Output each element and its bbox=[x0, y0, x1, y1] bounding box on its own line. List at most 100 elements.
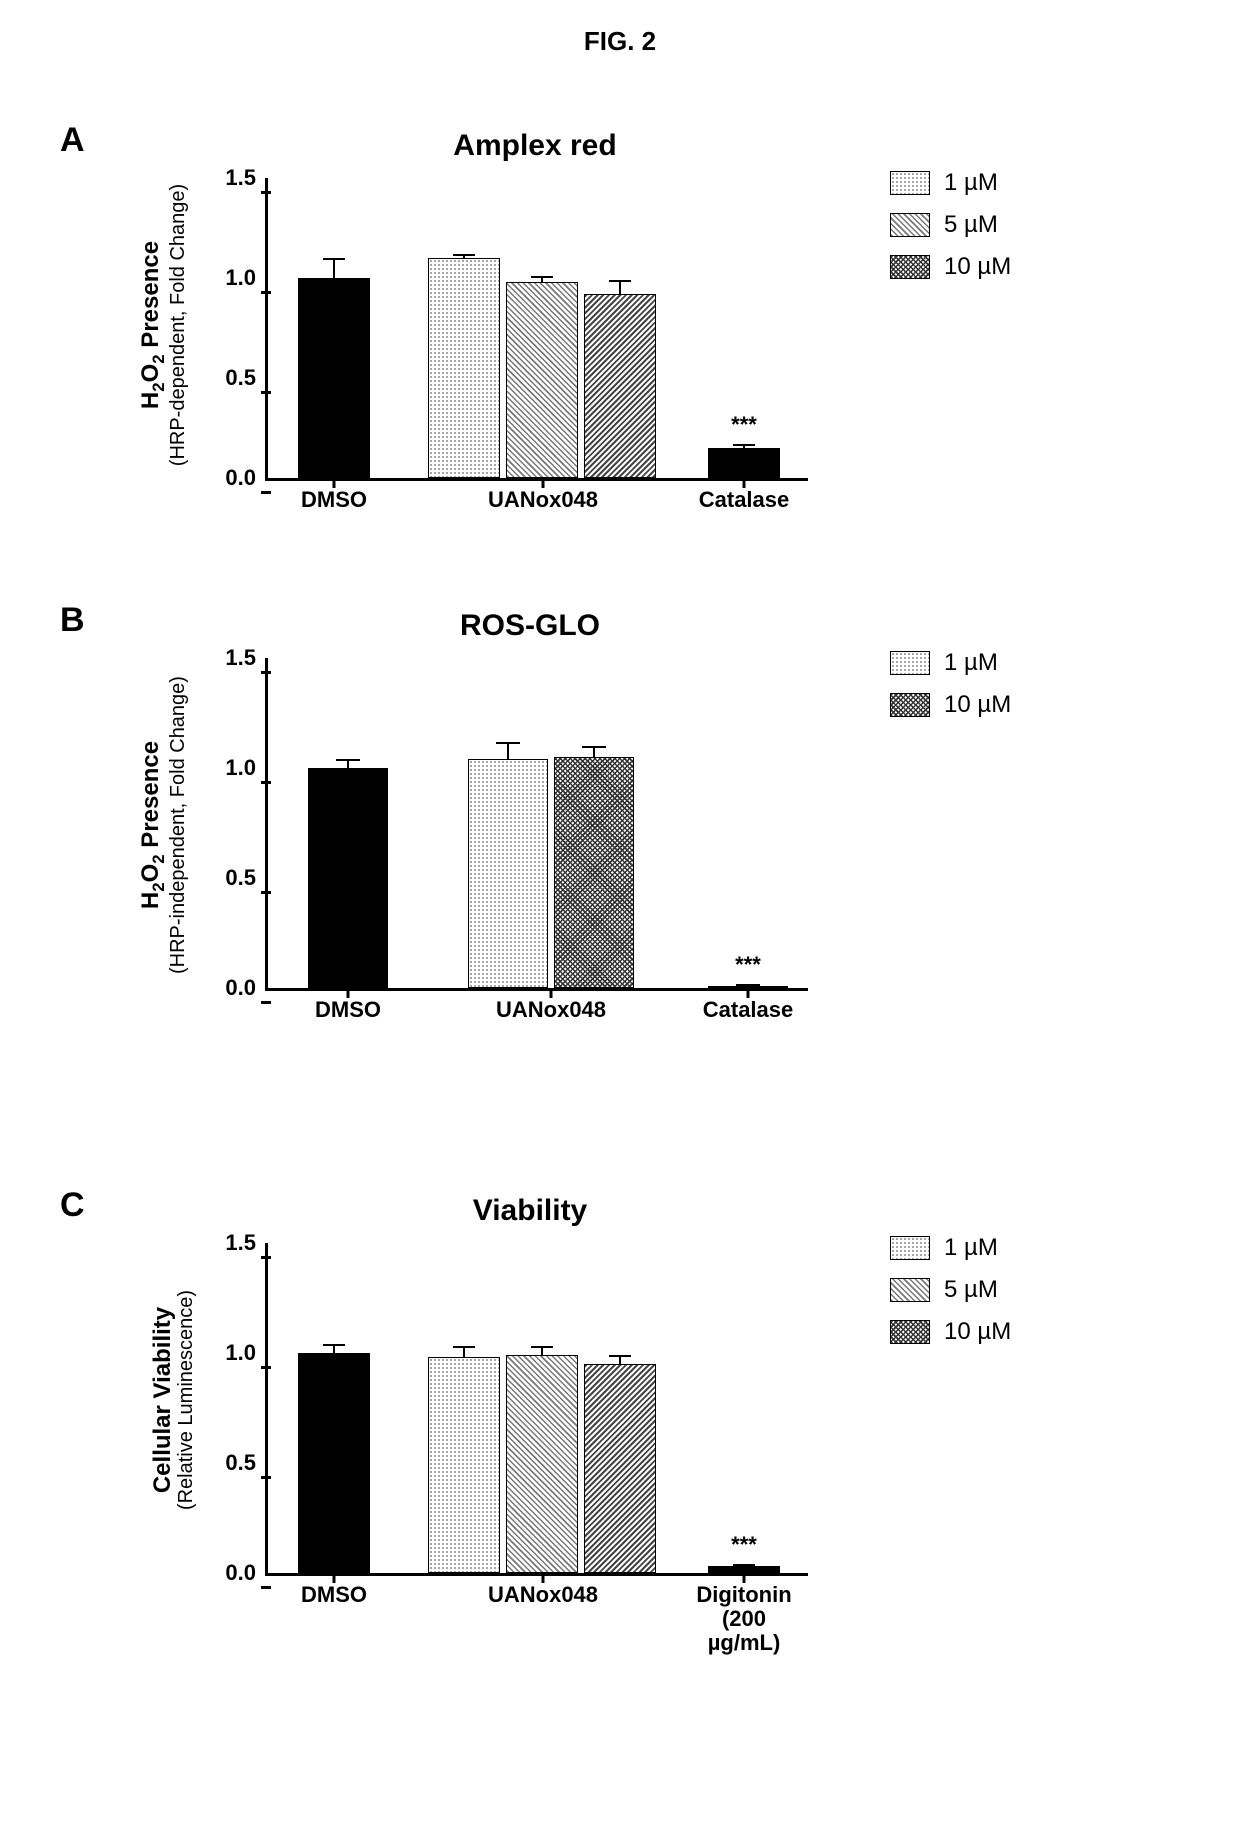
legend-label: 10 µM bbox=[944, 253, 1011, 281]
ytick-label: 1.0 bbox=[225, 265, 256, 291]
legend-swatch bbox=[890, 693, 930, 717]
error-bar bbox=[333, 259, 335, 279]
error-cap bbox=[582, 746, 606, 748]
bar bbox=[308, 768, 388, 988]
significance-marker: *** bbox=[731, 1532, 757, 1558]
legend-item: 1 µM bbox=[890, 169, 1011, 197]
ylabel-sub-a: (HRP-dependent, Fold Change) bbox=[167, 175, 189, 475]
ylabel-sub-c: (Relative Luminescence) bbox=[175, 1240, 197, 1560]
error-cap bbox=[336, 759, 360, 761]
ytick: 0.5 bbox=[237, 1463, 268, 1489]
error-cap bbox=[496, 742, 520, 744]
ytick-label: 0.0 bbox=[225, 465, 256, 491]
legend-swatch bbox=[890, 651, 930, 675]
panel-b: B ROS-GLO H2O2 Presence (HRP-independent… bbox=[120, 595, 1140, 1095]
legend-label: 5 µM bbox=[944, 1276, 998, 1304]
panel-letter-b: B bbox=[60, 601, 85, 640]
legend-b: 1 µM 10 µM bbox=[890, 649, 1011, 733]
ytick-label: 1.0 bbox=[225, 1340, 256, 1366]
error-cap bbox=[733, 1564, 755, 1566]
ytick-label: 0.0 bbox=[225, 975, 256, 1001]
chart-title-b: ROS-GLO bbox=[320, 609, 740, 643]
error-cap bbox=[736, 984, 760, 986]
ytick: 1.0 bbox=[237, 278, 268, 304]
plot-area-a: 0.00.51.01.5***DMSOUANox048Catalase bbox=[265, 178, 808, 481]
ytick: 0.0 bbox=[237, 988, 268, 1014]
significance-marker: *** bbox=[735, 952, 761, 978]
plot-area-c: 0.00.51.01.5***DMSOUANox048Digitonin(200… bbox=[265, 1243, 808, 1576]
legend-item: 1 µM bbox=[890, 1234, 1011, 1262]
bar bbox=[298, 1353, 370, 1573]
ytick-label: 0.5 bbox=[225, 865, 256, 891]
bar bbox=[584, 294, 656, 478]
legend-label: 5 µM bbox=[944, 211, 998, 239]
panel-c: C Viability Cellular Viability (Relative… bbox=[120, 1180, 1140, 1680]
bar bbox=[428, 1357, 500, 1573]
legend-label: 10 µM bbox=[944, 1318, 1011, 1346]
figure-label: FIG. 2 bbox=[0, 26, 1240, 57]
ytick: 0.0 bbox=[237, 478, 268, 504]
error-cap bbox=[609, 280, 631, 282]
xlabel: DMSO bbox=[301, 488, 367, 512]
legend-c: 1 µM 5 µM 10 µM bbox=[890, 1234, 1011, 1360]
panel-letter-c: C bbox=[60, 1186, 85, 1225]
legend-item: 5 µM bbox=[890, 211, 1011, 239]
chart-title-c: Viability bbox=[350, 1194, 710, 1228]
error-cap bbox=[733, 444, 755, 446]
xlabel: Catalase bbox=[703, 998, 794, 1022]
bar bbox=[468, 759, 548, 988]
ylabel-main-b: H2O2 Presence bbox=[138, 645, 167, 1005]
error-cap bbox=[531, 276, 553, 278]
legend-item: 10 µM bbox=[890, 1318, 1011, 1346]
error-cap bbox=[453, 254, 475, 256]
legend-label: 1 µM bbox=[944, 649, 998, 677]
legend-swatch bbox=[890, 255, 930, 279]
ytick: 1.5 bbox=[237, 658, 268, 684]
ytick: 1.5 bbox=[237, 178, 268, 204]
ylabel-main-c: Cellular Viability bbox=[150, 1240, 175, 1560]
legend-swatch bbox=[890, 213, 930, 237]
ytick: 0.0 bbox=[237, 1573, 268, 1599]
legend-a: 1 µM 5 µM 10 µM bbox=[890, 169, 1011, 295]
bar bbox=[298, 278, 370, 478]
ytick: 0.5 bbox=[237, 878, 268, 904]
error-cap bbox=[323, 1344, 345, 1346]
bar bbox=[584, 1364, 656, 1573]
bar bbox=[708, 1566, 780, 1573]
ylabel-sub-b: (HRP-independent, Fold Change) bbox=[167, 645, 189, 1005]
panel-a: A Amplex red H2O2 Presence (HRP-dependen… bbox=[120, 115, 1140, 555]
error-bar bbox=[593, 747, 595, 758]
error-bar bbox=[541, 1347, 543, 1356]
ytick-label: 0.5 bbox=[225, 365, 256, 391]
error-bar bbox=[347, 760, 349, 769]
error-bar bbox=[333, 1345, 335, 1354]
legend-label: 1 µM bbox=[944, 1234, 998, 1262]
legend-swatch bbox=[890, 1320, 930, 1344]
error-cap bbox=[453, 1346, 475, 1348]
panel-letter-a: A bbox=[60, 121, 85, 160]
ytick: 0.5 bbox=[237, 378, 268, 404]
legend-item: 10 µM bbox=[890, 691, 1011, 719]
error-bar bbox=[619, 1356, 621, 1365]
bar bbox=[554, 757, 634, 988]
xlabel: UANox048 bbox=[496, 998, 606, 1022]
legend-item: 1 µM bbox=[890, 649, 1011, 677]
bar bbox=[708, 448, 780, 478]
significance-marker: *** bbox=[731, 412, 757, 438]
legend-swatch bbox=[890, 1278, 930, 1302]
bar bbox=[506, 282, 578, 478]
legend-swatch bbox=[890, 171, 930, 195]
xlabel: DMSO bbox=[301, 1583, 367, 1607]
ylabel-main-a: H2O2 Presence bbox=[138, 175, 167, 475]
error-bar bbox=[507, 743, 509, 761]
ytick-label: 1.0 bbox=[225, 755, 256, 781]
ytick: 1.5 bbox=[237, 1243, 268, 1269]
plot-area-b: 0.00.51.01.5***DMSOUANox048Catalase bbox=[265, 658, 808, 991]
ytick-label: 0.5 bbox=[225, 1450, 256, 1476]
xlabel: Catalase bbox=[699, 488, 790, 512]
ytick-label: 1.5 bbox=[225, 645, 256, 671]
ytick-label: 1.5 bbox=[225, 165, 256, 191]
ytick: 1.0 bbox=[237, 768, 268, 794]
error-bar bbox=[619, 281, 621, 295]
error-bar bbox=[463, 1347, 465, 1358]
